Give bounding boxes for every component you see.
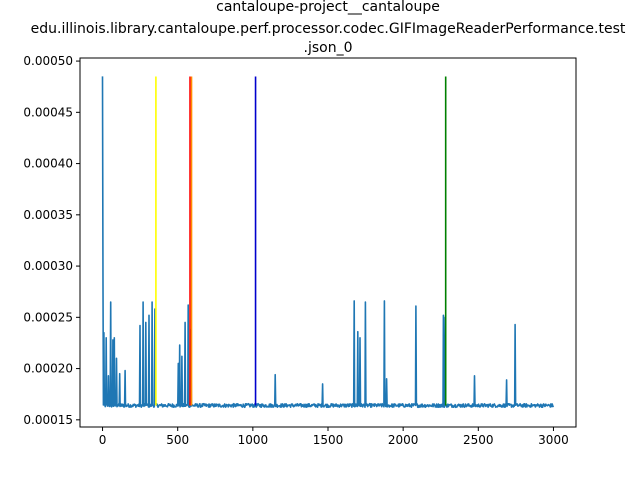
y-tick-label: 0.00025	[23, 310, 73, 324]
x-tick-label: 500	[166, 433, 189, 447]
x-tick-label: 0	[99, 433, 107, 447]
y-tick-label: 0.00030	[23, 259, 73, 273]
series-line-0	[101, 76, 555, 409]
y-tick-label: 0.00045	[23, 105, 73, 119]
y-tick-label: 0.00035	[23, 208, 73, 222]
y-tick-label: 0.00015	[23, 413, 73, 427]
x-tick-label: 1000	[238, 433, 269, 447]
y-tick-label: 0.00020	[23, 362, 73, 376]
plot-area	[101, 76, 555, 409]
x-tick-label: 3000	[538, 433, 569, 447]
x-tick-label: 2500	[463, 433, 494, 447]
x-tick-label: 2000	[388, 433, 419, 447]
chart-title-line-3: .json_0	[304, 40, 353, 56]
chart-title-line-1: cantaloupe-project__cantaloupe	[216, 0, 440, 15]
axes: 0 500 1000 1500 2000 2500 3000 0.00015 0.00020 0.…	[23, 54, 577, 447]
x-tick-label: 1500	[313, 433, 344, 447]
chart-title-line-2: edu.illinois.library.cantaloupe.perf.pro…	[31, 21, 626, 37]
y-tick-label: 0.00050	[23, 54, 73, 68]
y-tick-label: 0.00040	[23, 157, 73, 171]
